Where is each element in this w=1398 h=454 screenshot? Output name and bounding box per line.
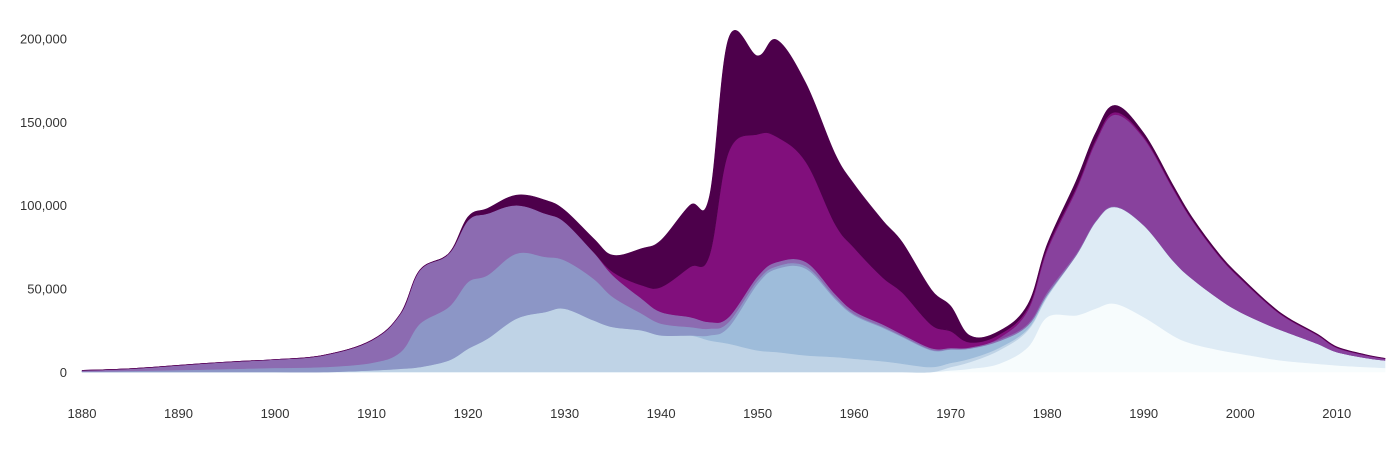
x-tick-label: 1950 [743, 406, 772, 421]
x-tick-label: 1890 [164, 406, 193, 421]
y-tick-label: 0 [60, 365, 67, 380]
y-tick-label: 50,000 [27, 282, 67, 297]
x-tick-label: 2010 [1322, 406, 1351, 421]
x-tick-label: 1940 [647, 406, 676, 421]
x-tick-label: 1970 [936, 406, 965, 421]
x-tick-label: 1930 [550, 406, 579, 421]
x-tick-label: 1900 [261, 406, 290, 421]
y-tick-label: 100,000 [20, 198, 67, 213]
y-tick-label: 200,000 [20, 31, 67, 46]
area-series-group [81, 29, 1386, 373]
x-axis: 1880 1890 1900 1910 1920 1930 1940 1950 1960 1970… [68, 406, 1352, 421]
x-tick-label: 2000 [1226, 406, 1255, 421]
x-tick-label: 1880 [68, 406, 97, 421]
x-tick-label: 1960 [840, 406, 869, 421]
x-tick-label: 1920 [454, 406, 483, 421]
area-series-9 [81, 29, 1386, 371]
x-tick-label: 1980 [1033, 406, 1062, 421]
y-tick-label: 150,000 [20, 115, 67, 130]
y-axis: 0 50,000 100,000 150,000 200,000 [20, 31, 67, 380]
x-tick-label: 1990 [1129, 406, 1158, 421]
x-tick-label: 1910 [357, 406, 386, 421]
